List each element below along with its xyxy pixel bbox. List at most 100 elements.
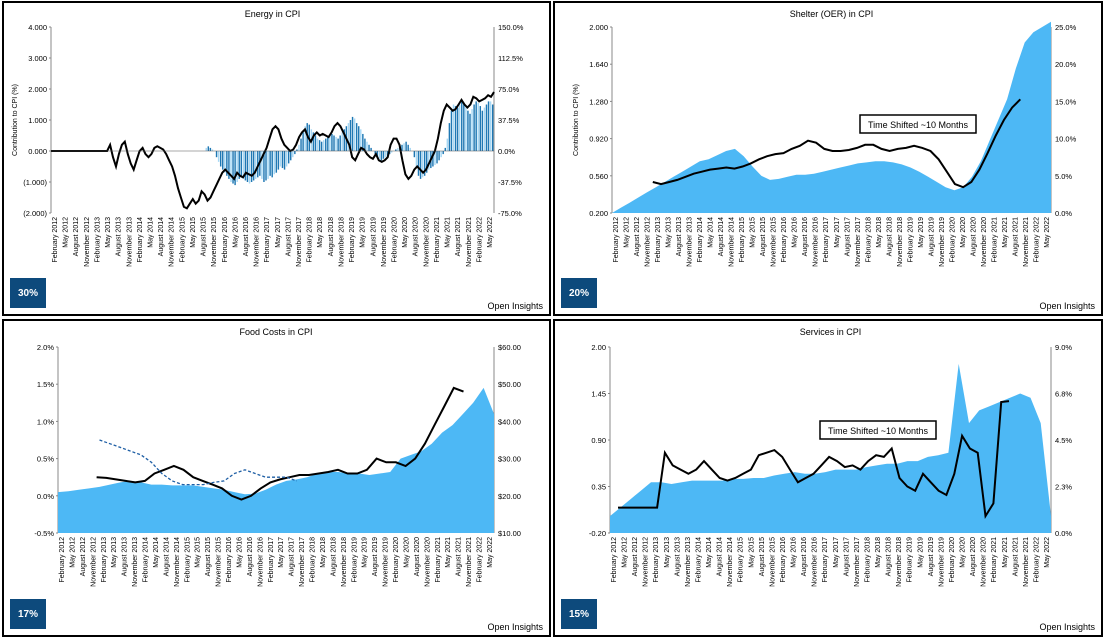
y-tick-label: 3.000 [28, 54, 47, 63]
y2-tick-label: 0.0% [1055, 209, 1072, 218]
y-tick-label: (1.000) [23, 178, 47, 187]
x-tick-label: May 2021 [1002, 537, 1009, 568]
x-tick-label: May 2018 [875, 537, 882, 568]
x-tick-label: November 2018 [896, 537, 903, 587]
x-tick-label: August 2012 [73, 217, 80, 256]
annotation-text: Time Shifted ~10 Months [868, 120, 968, 130]
x-tick-label: February 2013 [655, 217, 662, 263]
x-tick-label: May 2022 [487, 537, 494, 568]
y-tick-label: 0.920 [589, 135, 608, 144]
bar [355, 123, 358, 151]
x-tick-label: November 2018 [338, 217, 345, 267]
bar [351, 116, 354, 151]
y-tick-label: 4.000 [28, 23, 47, 32]
y2-tick-label: 75.0% [498, 85, 520, 94]
bar [279, 151, 282, 167]
x-tick-label: November 2014 [174, 537, 181, 587]
x-tick-label: February 2013 [94, 217, 101, 263]
x-tick-label: February 2012 [611, 537, 618, 583]
x-tick-label: February 2021 [991, 217, 998, 263]
bar [454, 106, 457, 151]
bar [211, 149, 214, 151]
x-tick-label: February 2015 [184, 537, 191, 583]
x-tick-label: August 2019 [928, 217, 935, 256]
y-tick-label: 1.5% [37, 380, 54, 389]
x-tick-label: February 2018 [307, 217, 314, 263]
x-tick-label: February 2018 [865, 217, 872, 263]
bar [446, 138, 449, 151]
x-tick-label: May 2016 [792, 217, 799, 248]
bar [292, 151, 294, 158]
bar [335, 137, 337, 151]
x-tick-label: May 2013 [105, 217, 112, 248]
bar [426, 151, 428, 173]
x-tick-label: August 2018 [886, 537, 893, 576]
x-tick-label: August 2013 [674, 537, 681, 576]
x-tick-label: August 2014 [717, 537, 724, 576]
bar [475, 101, 477, 151]
bar [246, 151, 249, 182]
x-tick-label: May 2017 [278, 537, 285, 568]
line-series [96, 386, 464, 501]
line-series [618, 400, 1010, 520]
x-tick-label: August 2016 [802, 217, 809, 256]
x-tick-label: November 2015 [211, 217, 218, 267]
bar [273, 151, 275, 175]
bar [304, 126, 306, 151]
y-tick-label: 0.0% [37, 492, 54, 501]
y-tick-label: 2.00 [591, 343, 606, 352]
x-tick-label: August 2016 [247, 537, 254, 576]
x-tick-label: August 2020 [970, 217, 977, 256]
chart-title: Food Costs in CPI [239, 327, 312, 337]
x-tick-label: May 2017 [834, 217, 841, 248]
x-tick-label: February 2022 [477, 537, 484, 583]
x-tick-label: November 2013 [126, 217, 133, 267]
bar [358, 126, 360, 151]
x-tick-label: November 2013 [685, 537, 692, 587]
bar [281, 151, 284, 169]
bar [322, 140, 325, 151]
services-chart: Services in CPI 2.00 1.45 0.90 0.35 -0.20 9.0%… [589, 327, 1073, 587]
x-tick-label: August 2020 [414, 537, 421, 576]
line-series [652, 98, 1022, 189]
x-tick-label: August 2016 [243, 217, 250, 256]
x-tick-label: November 2013 [132, 537, 139, 587]
bar [376, 151, 378, 158]
x-tick-label: February 2012 [613, 217, 620, 263]
annotation-box [819, 420, 937, 440]
x-tick-label: February 2015 [179, 217, 186, 263]
x-tick-label: February 2015 [739, 217, 746, 263]
x-tick-label: November 2014 [727, 537, 734, 587]
x-tick-label: August 2019 [928, 537, 935, 576]
x-tick-label: August 2017 [843, 537, 850, 576]
x-tick-label: May 2012 [622, 537, 629, 568]
x-tick-label: August 2012 [632, 537, 639, 576]
bar [261, 151, 263, 179]
x-tick-label: August 2021 [456, 537, 463, 576]
y2-tick-label: $40.00 [498, 417, 521, 426]
bar [467, 110, 469, 151]
x-tick-label: February 2019 [351, 537, 358, 583]
bar [390, 151, 393, 153]
bar [222, 151, 224, 170]
bar [405, 141, 407, 151]
bar [417, 151, 420, 176]
y2-tick-label: -37.5% [498, 178, 522, 187]
bar [374, 151, 376, 155]
x-tick-label: August 2017 [289, 537, 296, 576]
bar [403, 143, 405, 151]
x-tick-label: August 2013 [676, 217, 683, 256]
x-tick-label: February 2013 [101, 537, 108, 583]
bar [250, 151, 253, 182]
x-tick-label: November 2021 [1023, 537, 1030, 587]
bar [337, 138, 339, 151]
bar [465, 107, 467, 151]
x-tick-label: August 2021 [455, 217, 462, 256]
y2-tick-label: $60.00 [498, 343, 521, 352]
bar [463, 102, 465, 151]
x-tick-label: May 2018 [320, 537, 327, 568]
shelter-panel: Shelter (OER) in CPI 2.000 1.640 1.280 0.920… [553, 1, 1103, 316]
bar [384, 151, 387, 158]
food-panel: Food Costs in CPI 2.0% 1.5% 1.0% 0.5% 0.0% -0.… [2, 319, 551, 637]
bar [343, 129, 346, 151]
